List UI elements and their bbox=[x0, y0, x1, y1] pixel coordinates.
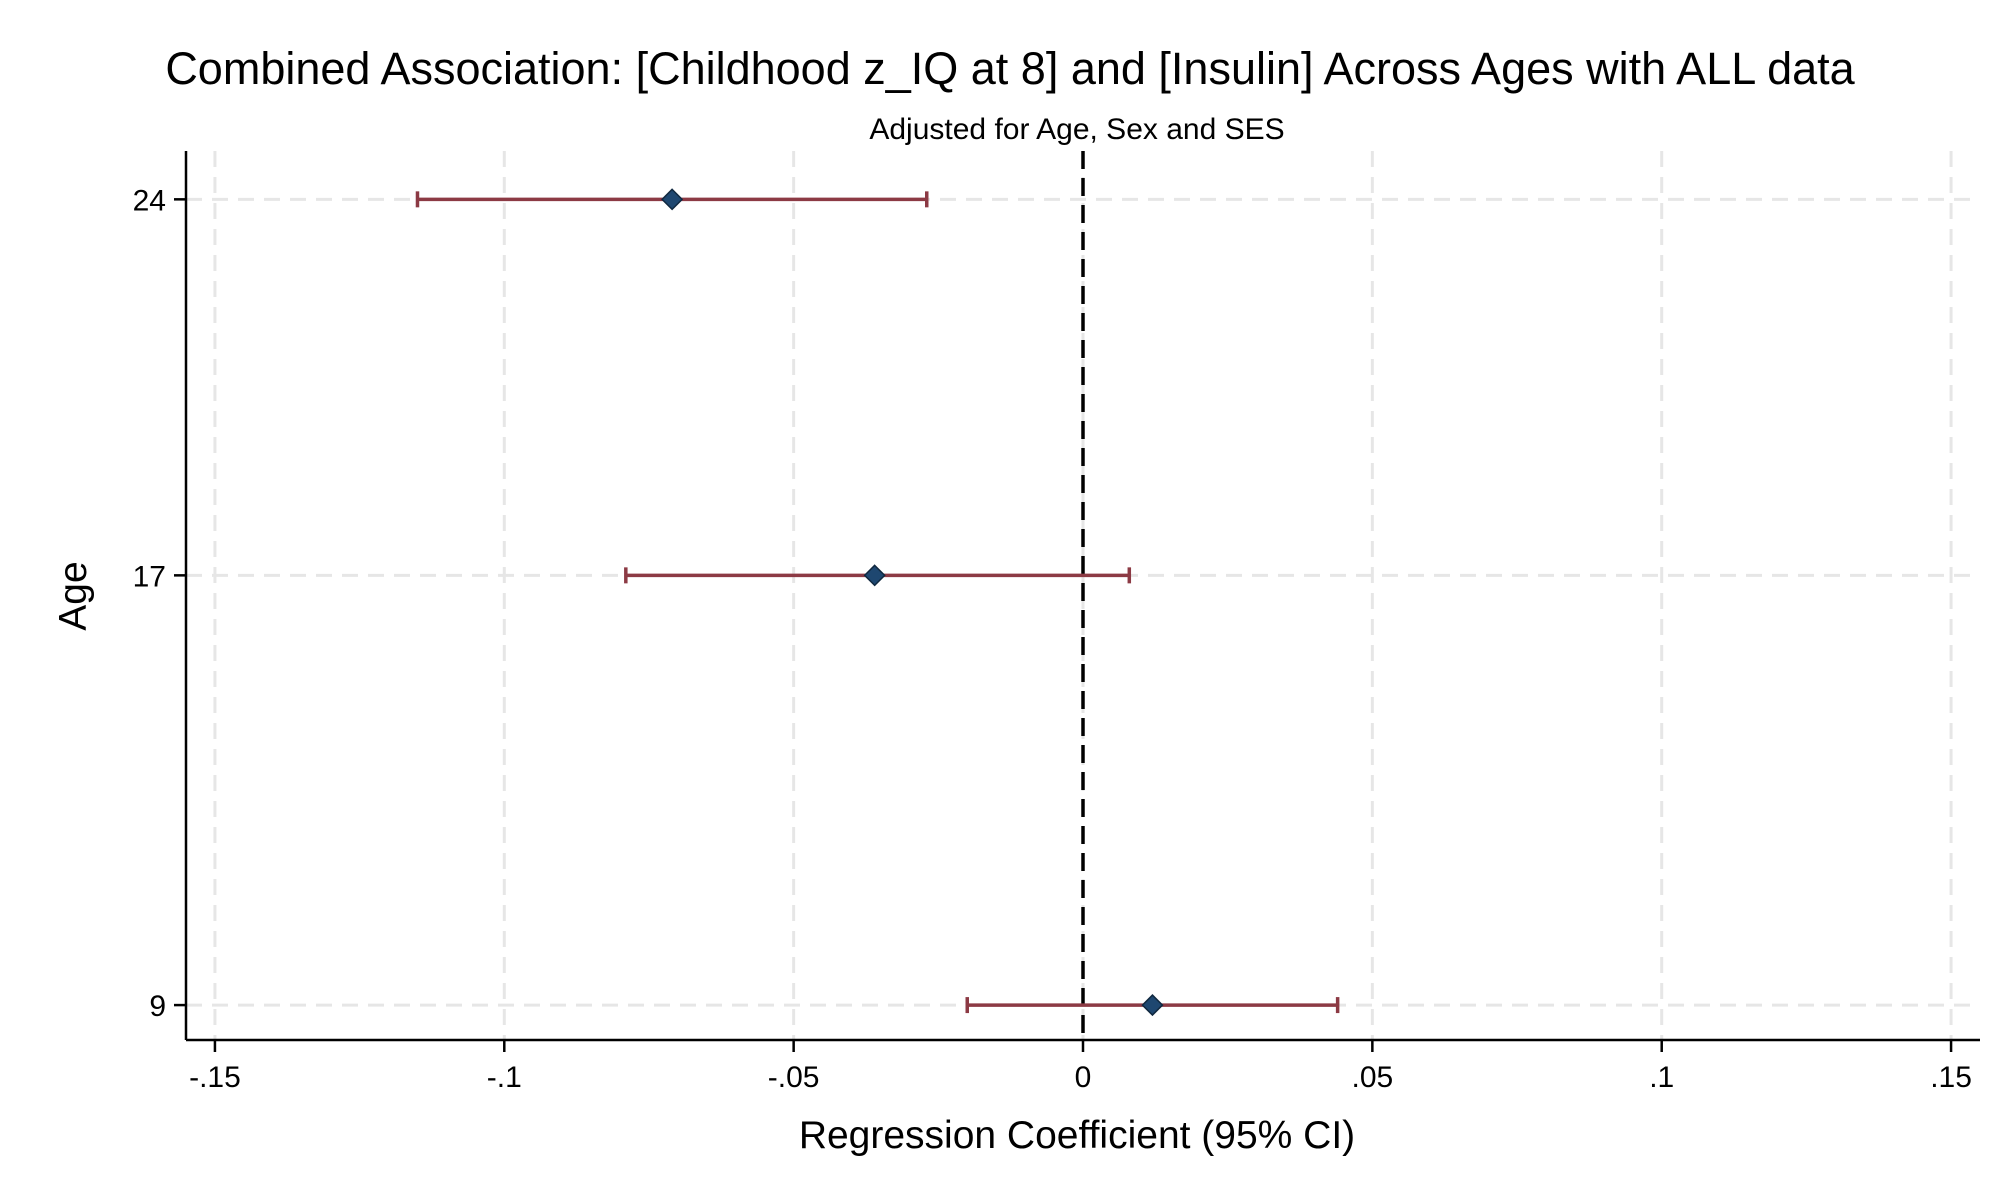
x-tick-label: 0 bbox=[1075, 1061, 1092, 1094]
x-tick-label: .05 bbox=[1351, 1061, 1393, 1094]
x-tick-label: -.15 bbox=[189, 1061, 241, 1094]
y-tick-label: 24 bbox=[133, 184, 166, 217]
point-estimate-marker bbox=[661, 188, 684, 211]
point-estimate-marker bbox=[1141, 994, 1164, 1017]
y-tick-label: 17 bbox=[133, 560, 166, 593]
x-tick-label: -.1 bbox=[487, 1061, 522, 1094]
chart-title: Combined Association: [Childhood z_IQ at… bbox=[165, 43, 1855, 94]
point-estimate-marker bbox=[863, 564, 886, 587]
chart-subtitle: Adjusted for Age, Sex and SES bbox=[869, 113, 1284, 146]
x-tick-label: -.05 bbox=[768, 1061, 820, 1094]
confidence-intervals bbox=[415, 191, 1340, 1014]
x-tick-label: .1 bbox=[1649, 1061, 1674, 1094]
x-axis-ticks: -.15 -.1 -.05 0 .05 .1 .15 bbox=[189, 1040, 1972, 1094]
x-axis-title: Regression Coefficient (95% CI) bbox=[799, 1114, 1355, 1157]
x-tick-label: .15 bbox=[1930, 1061, 1972, 1094]
y-axis-ticks: 9 17 24 bbox=[133, 184, 186, 1023]
point-estimates bbox=[661, 188, 1164, 1017]
y-tick-label: 9 bbox=[149, 990, 166, 1023]
y-axis-title: Age bbox=[52, 561, 95, 630]
